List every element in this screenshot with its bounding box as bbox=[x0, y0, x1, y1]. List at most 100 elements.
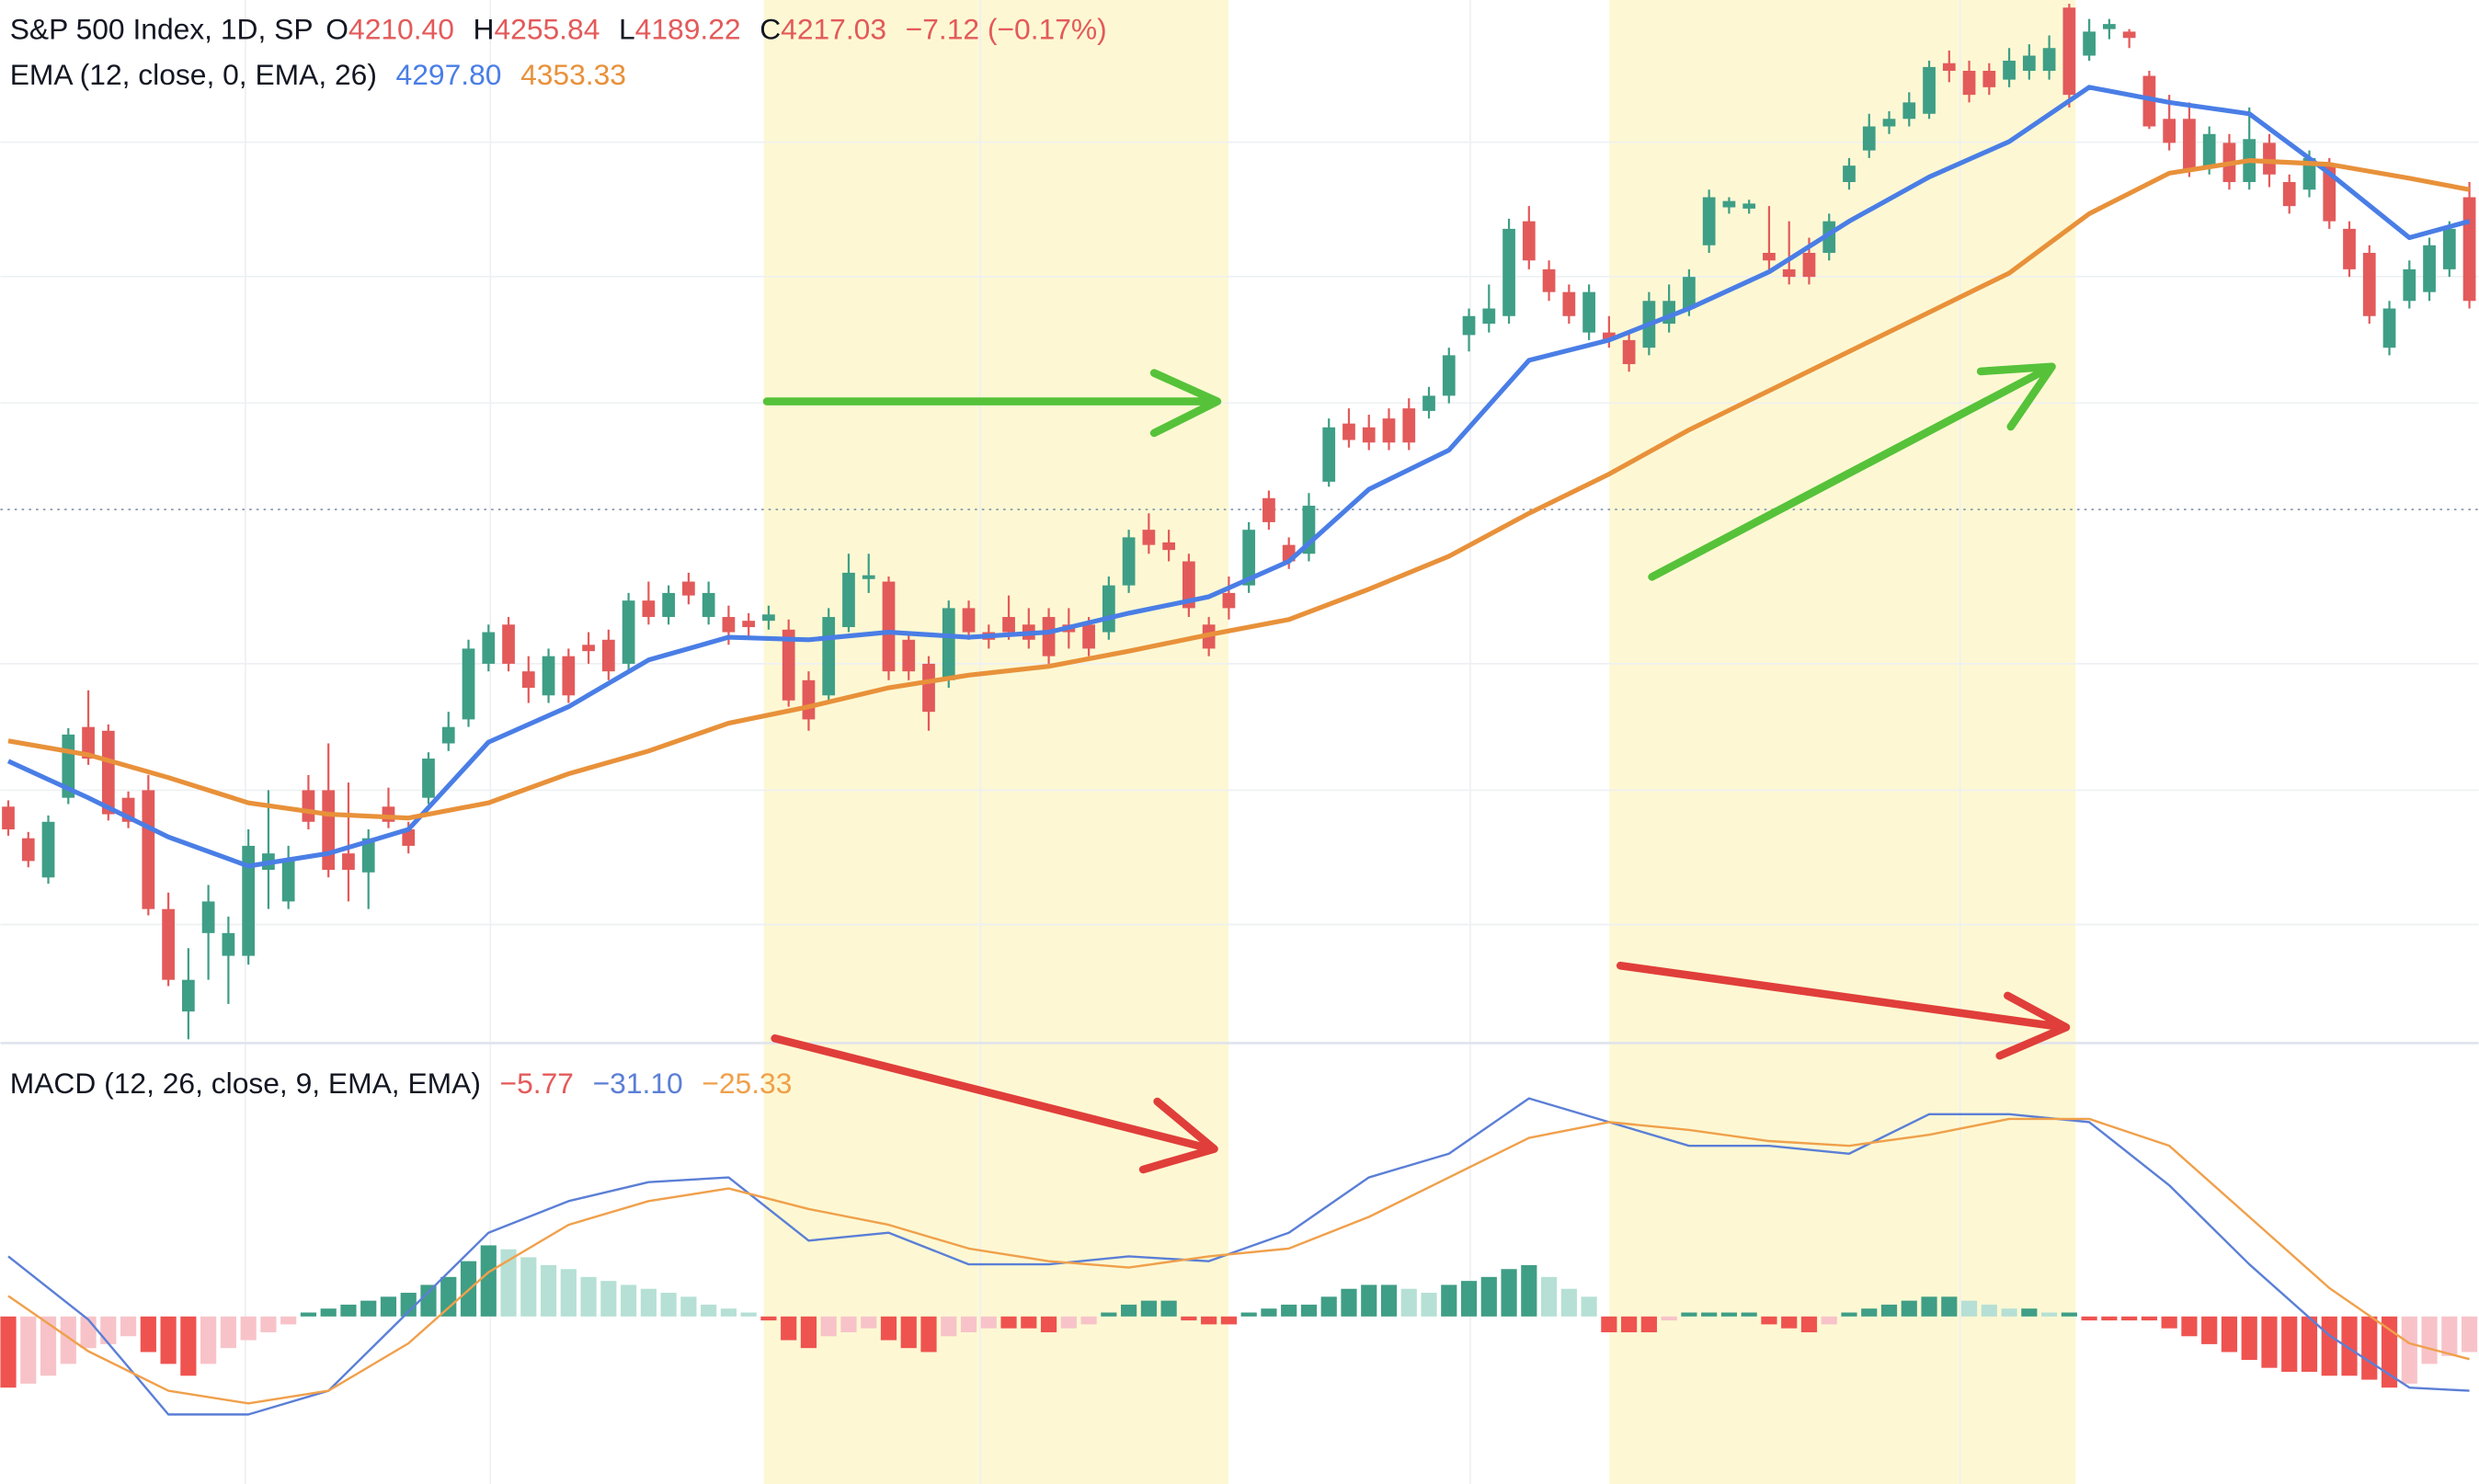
histogram-bar bbox=[1220, 1316, 1238, 1325]
histogram-bar bbox=[1981, 1304, 1997, 1317]
candle-body bbox=[1622, 339, 1636, 365]
candle-body bbox=[1322, 427, 1336, 482]
candle-body bbox=[462, 648, 475, 720]
histogram-bar bbox=[2381, 1316, 2398, 1388]
highlight-band bbox=[1609, 0, 2076, 1484]
histogram-bar bbox=[820, 1316, 837, 1337]
histogram-bar bbox=[200, 1316, 217, 1364]
histogram-bar bbox=[2401, 1316, 2417, 1384]
candle-body bbox=[1082, 624, 1095, 649]
histogram-bar bbox=[20, 1316, 37, 1384]
candle-body bbox=[1362, 427, 1376, 443]
histogram-bar bbox=[240, 1316, 257, 1341]
candle-body bbox=[1562, 291, 1576, 316]
histogram-bar bbox=[1621, 1316, 1638, 1332]
candle-body bbox=[1802, 253, 1816, 278]
histogram-bar bbox=[40, 1316, 57, 1376]
histogram-bar bbox=[1281, 1304, 1297, 1317]
candle-body bbox=[222, 932, 235, 956]
histogram-bar bbox=[1181, 1316, 1197, 1321]
candle-body bbox=[562, 656, 576, 696]
candle-body bbox=[1242, 530, 1256, 586]
histogram-bar bbox=[2301, 1316, 2318, 1372]
candle-body bbox=[2163, 119, 2176, 143]
histogram-bar bbox=[300, 1312, 317, 1317]
histogram-bar bbox=[1101, 1312, 1117, 1317]
candle-body bbox=[101, 730, 115, 815]
candle-body bbox=[41, 821, 55, 878]
histogram-bar bbox=[1720, 1312, 1738, 1317]
candle-body bbox=[1982, 71, 1996, 87]
legend: S&P 500 Index, 1D, SP O4210.40 H4255.84 L41… bbox=[10, 13, 1107, 1100]
candle-body bbox=[2, 806, 15, 830]
histogram-bar bbox=[0, 1316, 17, 1388]
candle-body bbox=[1683, 277, 1696, 309]
histogram-bar bbox=[1841, 1312, 1857, 1317]
histogram-bar bbox=[60, 1316, 76, 1364]
legend-value: 4353.33 bbox=[520, 59, 626, 92]
histogram-bar bbox=[160, 1316, 177, 1364]
histogram-bar bbox=[2081, 1316, 2097, 1321]
candle-body bbox=[702, 592, 715, 618]
candle-body bbox=[2202, 133, 2216, 166]
candle-body bbox=[1262, 497, 1275, 522]
legend-value: 4210.40 bbox=[348, 13, 454, 46]
histogram-bar bbox=[2221, 1316, 2238, 1353]
candle-body bbox=[882, 581, 896, 672]
histogram-bar bbox=[1661, 1316, 1677, 1321]
candle-body bbox=[1162, 542, 1176, 551]
candle-body bbox=[1602, 332, 1616, 340]
candle-body bbox=[2323, 166, 2336, 222]
histogram-bar bbox=[1540, 1276, 1558, 1317]
candle-body bbox=[762, 614, 775, 622]
histogram-bar bbox=[840, 1316, 857, 1332]
candle-body bbox=[82, 726, 95, 759]
legend-value: −5.77 bbox=[500, 1067, 574, 1100]
candle-body bbox=[1342, 423, 1355, 440]
histogram-bar bbox=[980, 1316, 997, 1329]
histogram-bar bbox=[880, 1316, 897, 1341]
histogram-bar bbox=[2141, 1316, 2157, 1321]
candle-body bbox=[502, 624, 515, 664]
histogram-bar bbox=[2321, 1316, 2337, 1376]
histogram-bar bbox=[1601, 1316, 1617, 1332]
histogram-bar bbox=[440, 1276, 457, 1317]
histogram-bar bbox=[701, 1304, 717, 1317]
candle-body bbox=[1902, 102, 1916, 120]
candle-body bbox=[922, 663, 935, 713]
price-legend: S&P 500 Index, 1D, SP O4210.40 H4255.84 L41… bbox=[10, 13, 1107, 46]
histogram-bar bbox=[2461, 1316, 2478, 1353]
candle-body bbox=[622, 600, 635, 664]
candle-body bbox=[1742, 203, 1756, 209]
histogram-bar bbox=[2181, 1316, 2198, 1337]
candle-body bbox=[242, 845, 256, 956]
candle-body bbox=[162, 908, 175, 980]
histogram-bar bbox=[1261, 1308, 1277, 1317]
histogram-bar bbox=[2341, 1316, 2358, 1376]
candle-body bbox=[2022, 55, 2036, 72]
candle-body bbox=[1102, 585, 1115, 633]
histogram-bar bbox=[1800, 1316, 1818, 1332]
candle-body bbox=[1462, 315, 1476, 336]
histogram-bar bbox=[1640, 1316, 1657, 1332]
candle-body bbox=[662, 592, 675, 618]
candle-body bbox=[1542, 268, 1556, 292]
histogram-bar bbox=[380, 1296, 397, 1317]
legend-key: O bbox=[326, 13, 348, 46]
candle-body bbox=[742, 621, 756, 628]
histogram-bar bbox=[2061, 1312, 2077, 1317]
histogram-bar bbox=[1421, 1293, 1437, 1317]
ema-line bbox=[7, 158, 2471, 821]
histogram-bar bbox=[900, 1316, 917, 1349]
histogram-bar bbox=[2261, 1316, 2278, 1368]
highlight-band bbox=[763, 0, 1228, 1484]
histogram-bar bbox=[2201, 1316, 2218, 1344]
candle-body bbox=[2142, 75, 2156, 127]
candle-body bbox=[802, 679, 816, 720]
histogram-bar bbox=[520, 1257, 537, 1317]
histogram-bar bbox=[2161, 1316, 2177, 1329]
candle-body bbox=[1702, 197, 1716, 245]
histogram-bar bbox=[1040, 1316, 1057, 1332]
